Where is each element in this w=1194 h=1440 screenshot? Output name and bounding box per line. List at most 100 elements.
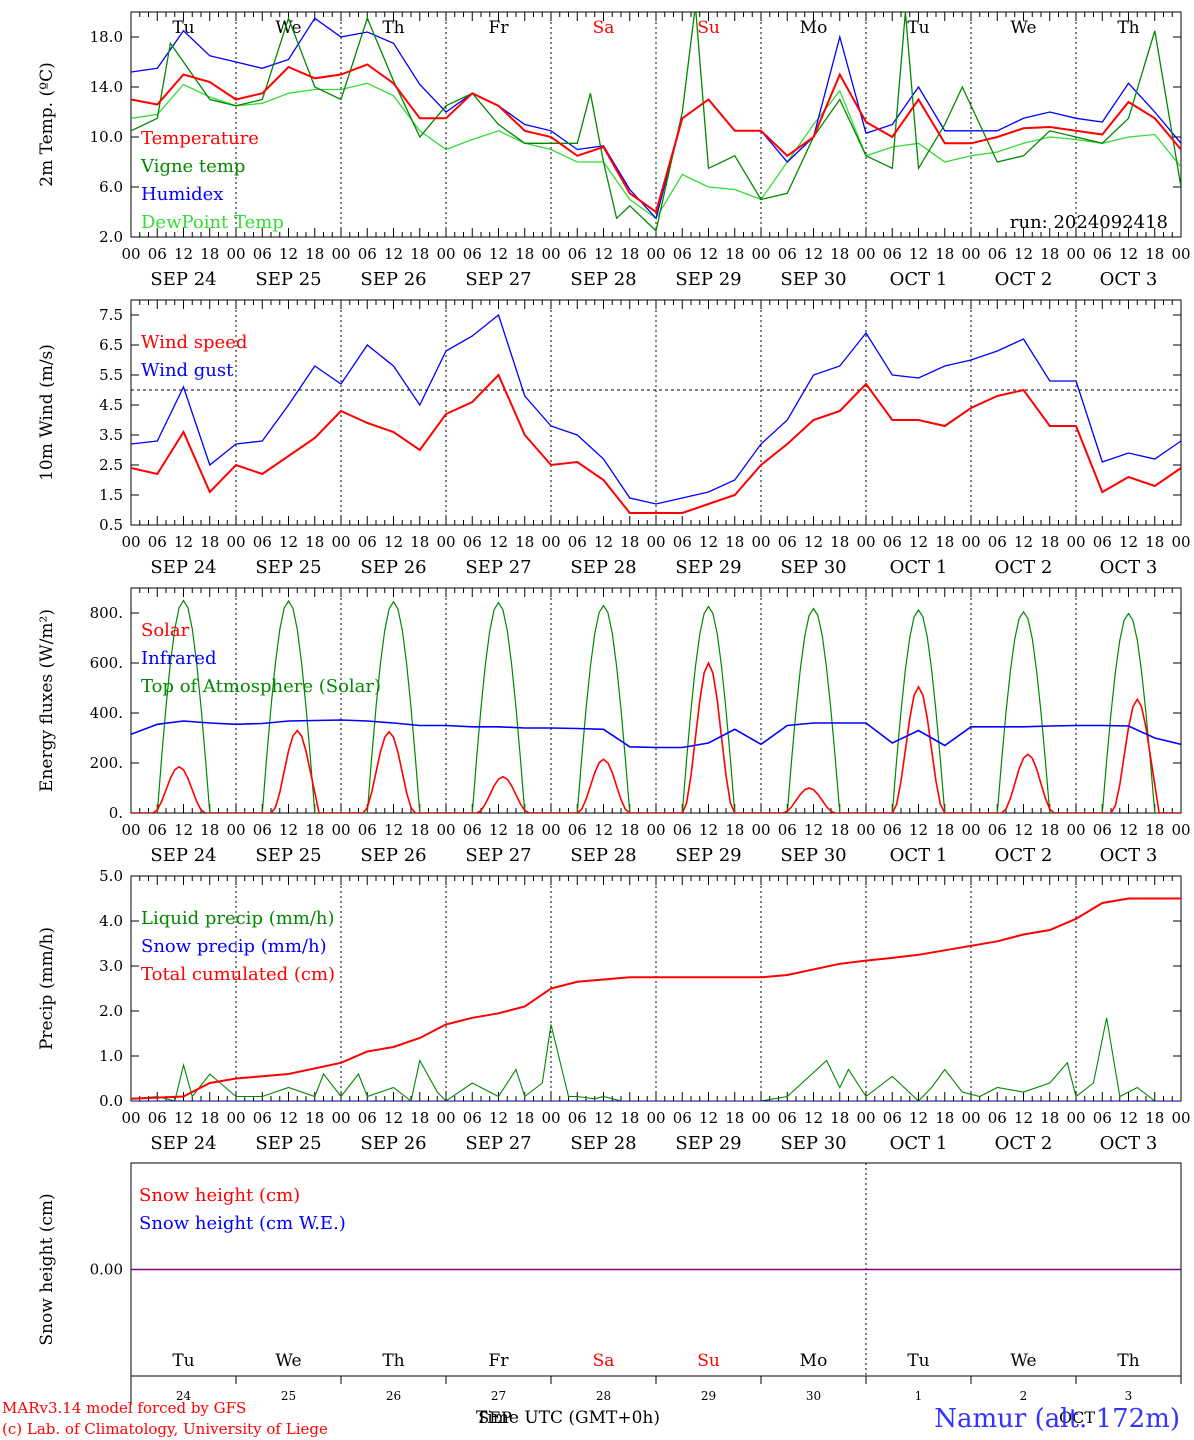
- hour-tick-label: 06: [253, 245, 272, 263]
- date-label: SEP 24: [150, 1133, 216, 1154]
- weekday-label: Su: [697, 1351, 720, 1371]
- hour-tick-label: 00: [226, 245, 245, 263]
- hour-tick-label: 12: [804, 245, 823, 263]
- hour-tick-label: 12: [1119, 1109, 1138, 1127]
- legend-wind-gust: Wind gust: [141, 360, 234, 381]
- hour-tick-label: 18: [830, 821, 849, 839]
- hour-tick-label: 18: [620, 533, 639, 551]
- hour-tick-label: 18: [1145, 1109, 1164, 1127]
- series-solar: [131, 661, 1181, 813]
- date-label: SEP 30: [780, 557, 846, 578]
- hour-tick-label: 12: [699, 533, 718, 551]
- hour-tick-label: 18: [935, 245, 954, 263]
- hour-tick-label: 00: [751, 821, 770, 839]
- y-tick-label: 10.0: [90, 128, 123, 146]
- date-label: SEP 29: [675, 557, 741, 578]
- panel-2: 0.5 1.5 2.5 3.5 4.5 5.5 6.5 7.5 10m Wind (m/s) 00…: [37, 299, 1191, 578]
- date-label: OCT 3: [1100, 1133, 1158, 1154]
- hour-tick-label: 00: [1066, 821, 1085, 839]
- hour-tick-label: 06: [148, 245, 167, 263]
- day-number: 1: [915, 1389, 923, 1403]
- y-axis-label: Precip (mm/h): [37, 927, 57, 1050]
- series-wind-gust: [131, 313, 1181, 505]
- hour-tick-label: 00: [1171, 533, 1190, 551]
- date-label: SEP 25: [255, 845, 321, 866]
- hour-tick-label: 12: [384, 821, 403, 839]
- y-tick-label: 4.0: [99, 912, 123, 930]
- hour-tick-label: 06: [568, 533, 587, 551]
- date-label: SEP 25: [255, 1133, 321, 1154]
- hour-tick-label: 12: [594, 245, 613, 263]
- date-label: SEP 30: [780, 1133, 846, 1154]
- hour-tick-label: 18: [725, 821, 744, 839]
- hour-tick-label: 18: [200, 821, 219, 839]
- y-tick-label: 14.0: [90, 78, 123, 96]
- day-number: 3: [1125, 1389, 1133, 1403]
- hour-tick-label: 00: [331, 245, 350, 263]
- hour-tick-label: 00: [541, 245, 560, 263]
- hour-tick-label: 18: [305, 821, 324, 839]
- legend-snow-height-cm-w-e: Snow height (cm W.E.): [139, 1213, 346, 1234]
- hour-tick-label: 06: [463, 245, 482, 263]
- hour-tick-label: 18: [830, 245, 849, 263]
- y-tick-label: 400.: [90, 704, 123, 722]
- hour-tick-label: 06: [883, 1109, 902, 1127]
- day-number: 25: [281, 1389, 296, 1403]
- hour-tick-label: 12: [699, 1109, 718, 1127]
- date-label: SEP 28: [570, 845, 636, 866]
- day-number: 24: [176, 1389, 192, 1403]
- weekday-label: Su: [697, 18, 720, 38]
- hour-tick-label: 00: [436, 821, 455, 839]
- hour-tick-label: 12: [1014, 821, 1033, 839]
- hour-tick-label: 00: [646, 821, 665, 839]
- hour-tick-label: 00: [1171, 245, 1190, 263]
- hour-tick-label: 00: [226, 533, 245, 551]
- hour-tick-label: 00: [1171, 821, 1190, 839]
- y-axis-label: 2m Temp. (ºC): [37, 62, 57, 187]
- day-number: 28: [596, 1389, 611, 1403]
- date-label: OCT 1: [890, 845, 948, 866]
- weekday-label: Tu: [907, 18, 929, 38]
- bottom-time-axis: 24 25 26 27 28 29 30 1 2 3 SEP OCT: [130, 1376, 1182, 1427]
- hour-tick-label: 18: [935, 821, 954, 839]
- series-liquid-precip-mm-h-: [131, 1017, 1181, 1101]
- hour-tick-label: 12: [489, 533, 508, 551]
- hour-tick-label: 18: [515, 821, 534, 839]
- hour-tick-label: 06: [463, 533, 482, 551]
- hour-tick-label: 06: [883, 245, 902, 263]
- hour-tick-label: 06: [673, 533, 692, 551]
- hour-tick-label: 00: [856, 533, 875, 551]
- hour-tick-label: 18: [200, 1109, 219, 1127]
- y-tick-label: 0.00: [90, 1261, 123, 1279]
- date-label: SEP 25: [255, 269, 321, 290]
- date-label: SEP 26: [360, 1133, 426, 1154]
- legend-liquid-precip-mm-h: Liquid precip (mm/h): [141, 908, 335, 929]
- weekday-label: Sa: [593, 1351, 615, 1371]
- date-label: SEP 24: [150, 557, 216, 578]
- hour-tick-label: 06: [358, 1109, 377, 1127]
- hour-tick-label: 00: [856, 821, 875, 839]
- hour-tick-label: 12: [384, 533, 403, 551]
- hour-tick-label: 18: [830, 1109, 849, 1127]
- date-label: OCT 3: [1100, 845, 1158, 866]
- hour-tick-label: 00: [436, 533, 455, 551]
- station-label: Namur (alt. 172m): [934, 1404, 1180, 1434]
- legend-total-cumulated-cm: Total cumulated (cm): [141, 964, 335, 985]
- y-tick-label: 0.0: [99, 1092, 123, 1110]
- hour-tick-label: 12: [594, 533, 613, 551]
- hour-tick-label: 12: [1014, 245, 1033, 263]
- hour-tick-label: 18: [1040, 533, 1059, 551]
- date-label: OCT 3: [1100, 269, 1158, 290]
- hour-tick-label: 00: [646, 1109, 665, 1127]
- date-label: SEP 30: [780, 845, 846, 866]
- hour-tick-label: 18: [200, 245, 219, 263]
- y-tick-label: 18.0: [90, 28, 123, 46]
- hour-tick-label: 00: [541, 1109, 560, 1127]
- hour-tick-label: 18: [515, 1109, 534, 1127]
- hour-tick-label: 18: [515, 245, 534, 263]
- day-number: 26: [386, 1389, 401, 1403]
- hour-tick-label: 12: [1119, 245, 1138, 263]
- weekday-label: We: [275, 1351, 301, 1371]
- date-label: OCT 1: [890, 557, 948, 578]
